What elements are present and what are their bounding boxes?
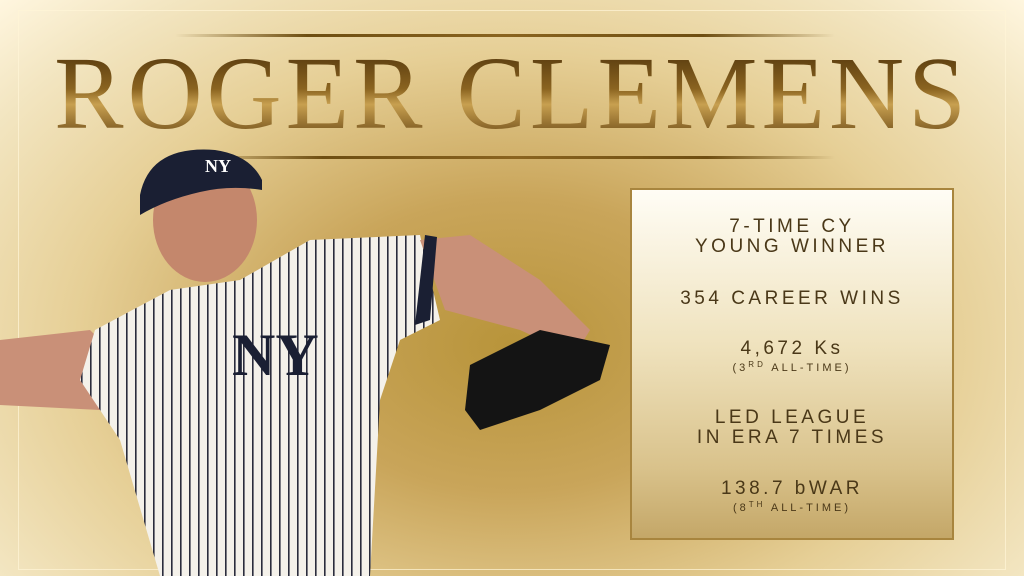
player-name-title: ROGER CLEMENS <box>0 42 1024 146</box>
jersey-logo: NY <box>232 322 319 388</box>
pinstripe-jersey <box>80 235 440 576</box>
baseball-glove <box>465 330 610 430</box>
stat-bwar: 138.7 bWAR (8TH ALL-TIME) <box>632 478 952 515</box>
stat-rank: (3RD ALL-TIME) <box>732 360 852 374</box>
stat-era-titles: LED LEAGUE IN ERA 7 TIMES <box>632 408 952 448</box>
frame-border <box>18 10 1006 570</box>
right-arm <box>420 235 590 355</box>
cap <box>140 149 262 215</box>
stat-line: 354 CAREER WINS <box>680 288 904 309</box>
stat-cy-young: 7-TIME CY YOUNG WINNER <box>632 217 952 257</box>
stat-rank: (8TH ALL-TIME) <box>732 500 852 514</box>
stat-strikeouts: 4,672 Ks (3RD ALL-TIME) <box>632 338 952 375</box>
stat-wins: 354 CAREER WINS <box>632 289 952 309</box>
cap-logo: NY <box>205 156 231 176</box>
stat-line: IN ERA 7 TIMES <box>696 427 888 448</box>
stat-line: YOUNG WINNER <box>695 236 889 257</box>
stat-line: 4,672 Ks <box>740 338 844 359</box>
top-rule <box>175 34 835 37</box>
bottom-rule <box>195 156 835 159</box>
stat-line: 7-TIME CY <box>729 216 855 237</box>
player-photo: NY NY <box>0 149 610 576</box>
stats-panel: 7-TIME CY YOUNG WINNER 354 CAREER WINS 4… <box>630 188 954 540</box>
stat-line: 138.7 bWAR <box>720 478 863 499</box>
stat-line: LED LEAGUE <box>714 407 870 428</box>
